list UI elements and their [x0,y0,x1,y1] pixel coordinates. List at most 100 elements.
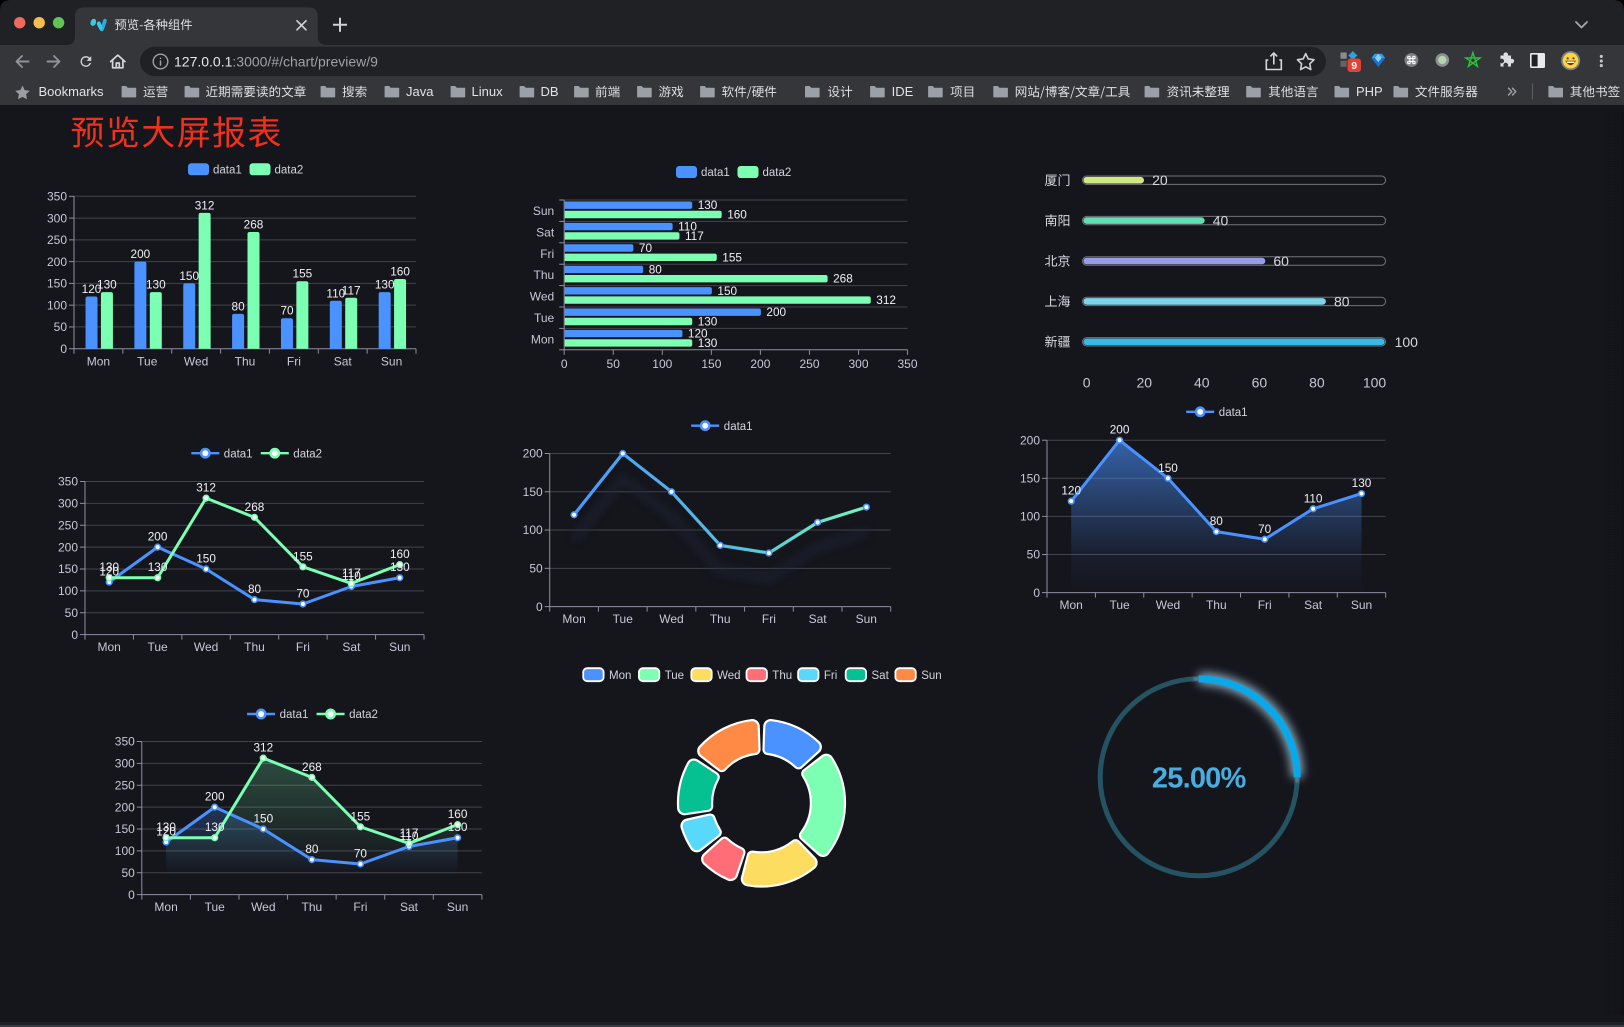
svg-text:Wed: Wed [194,640,218,654]
svg-text:155: 155 [722,250,742,264]
svg-text:200: 200 [1020,433,1040,447]
svg-text:268: 268 [833,272,853,286]
svg-text:Fri: Fri [540,247,554,261]
svg-text:Mon: Mon [154,900,177,914]
svg-text:150: 150 [701,357,721,371]
svg-text:Tue: Tue [147,640,168,654]
svg-text:50: 50 [65,606,79,620]
svg-text:80: 80 [305,842,319,856]
svg-text:160: 160 [448,807,468,821]
svg-text:200: 200 [766,305,786,319]
svg-text:350: 350 [115,735,135,749]
svg-text:200: 200 [115,800,135,814]
svg-text:130: 130 [1352,476,1372,490]
svg-text:350: 350 [47,190,67,204]
svg-text:100: 100 [58,584,78,598]
svg-text:Thu: Thu [710,612,731,626]
svg-text:155: 155 [351,809,371,823]
svg-text:Tue: Tue [137,354,158,368]
svg-text:Tue: Tue [613,612,634,626]
svg-text:350: 350 [897,357,917,371]
svg-text:150: 150 [196,552,216,566]
svg-text:Thu: Thu [244,640,265,654]
svg-text:data2: data2 [763,167,792,179]
svg-text:Fri: Fri [762,612,776,626]
svg-text:250: 250 [47,233,67,247]
svg-text:200: 200 [58,540,78,554]
svg-text:20: 20 [1137,374,1153,390]
svg-text:100: 100 [652,357,672,371]
svg-text:40: 40 [1194,374,1210,390]
svg-text:data1: data1 [224,448,253,460]
svg-text:155: 155 [293,267,313,281]
svg-text:Thu: Thu [534,268,555,282]
svg-text:Sun: Sun [447,900,468,914]
svg-text:130: 130 [146,278,166,292]
svg-text:200: 200 [47,255,67,269]
svg-text:Fri: Fri [353,900,367,914]
svg-text:80: 80 [1210,514,1224,528]
svg-text:Tue: Tue [205,900,226,914]
svg-text:200: 200 [750,357,770,371]
svg-text:300: 300 [47,211,67,225]
svg-text:150: 150 [47,277,67,291]
svg-text:117: 117 [685,229,704,243]
svg-text:250: 250 [799,357,819,371]
svg-text:150: 150 [115,822,135,836]
svg-text:130: 130 [156,820,176,834]
svg-text:Wed: Wed [1156,598,1180,612]
svg-text:130: 130 [148,560,168,574]
svg-text:150: 150 [1020,472,1040,486]
svg-text:Thu: Thu [1206,598,1227,612]
svg-text:IDE: IDE [892,84,914,99]
svg-text:130: 130 [448,820,468,834]
svg-text:Sat: Sat [872,670,890,682]
svg-text:350: 350 [58,475,78,489]
svg-text:160: 160 [390,265,410,279]
svg-text:9: 9 [1351,60,1357,72]
svg-text:0: 0 [1083,374,1091,390]
svg-text:312: 312 [253,741,273,755]
svg-text:150: 150 [253,812,273,826]
svg-text:data2: data2 [275,164,304,176]
svg-text:50: 50 [121,866,135,880]
svg-text:70: 70 [639,241,653,255]
svg-text:300: 300 [115,757,135,771]
svg-text:DB: DB [541,84,559,99]
svg-text:Mon: Mon [98,640,121,654]
svg-text:data1: data1 [724,421,753,433]
svg-text:Wed: Wed [184,354,208,368]
svg-text:Fri: Fri [287,354,301,368]
svg-text:50: 50 [529,562,543,576]
svg-text:120: 120 [82,282,102,296]
svg-text:160: 160 [727,208,747,222]
svg-text:Sat: Sat [342,640,361,654]
svg-text:0: 0 [536,600,543,614]
svg-text:25.00%: 25.00% [1152,763,1247,795]
svg-text:120: 120 [99,565,119,579]
svg-text:110: 110 [678,220,697,234]
svg-text:Sun: Sun [533,204,554,218]
svg-text:Mon: Mon [609,670,631,682]
svg-text:80: 80 [1309,374,1325,390]
svg-text:130: 130 [97,278,117,292]
svg-text:130: 130 [99,560,119,574]
svg-text:data1: data1 [280,709,309,721]
svg-text:100: 100 [1395,334,1419,350]
svg-text:200: 200 [523,447,543,461]
svg-text:110: 110 [342,569,361,583]
svg-text:Sat: Sat [334,354,353,368]
svg-text:160: 160 [390,547,410,561]
svg-text:Wed: Wed [251,900,275,914]
svg-text:200: 200 [1110,423,1130,437]
svg-text:120: 120 [156,825,176,839]
svg-text:50: 50 [1027,548,1041,562]
svg-text:0: 0 [128,888,135,902]
svg-text:Sat: Sat [400,900,419,914]
svg-text:117: 117 [342,566,361,580]
svg-text:Mon: Mon [562,612,585,626]
svg-text:312: 312 [195,198,215,212]
svg-text:150: 150 [523,485,543,499]
svg-text:155: 155 [293,549,313,563]
svg-text:data1: data1 [1219,407,1248,419]
